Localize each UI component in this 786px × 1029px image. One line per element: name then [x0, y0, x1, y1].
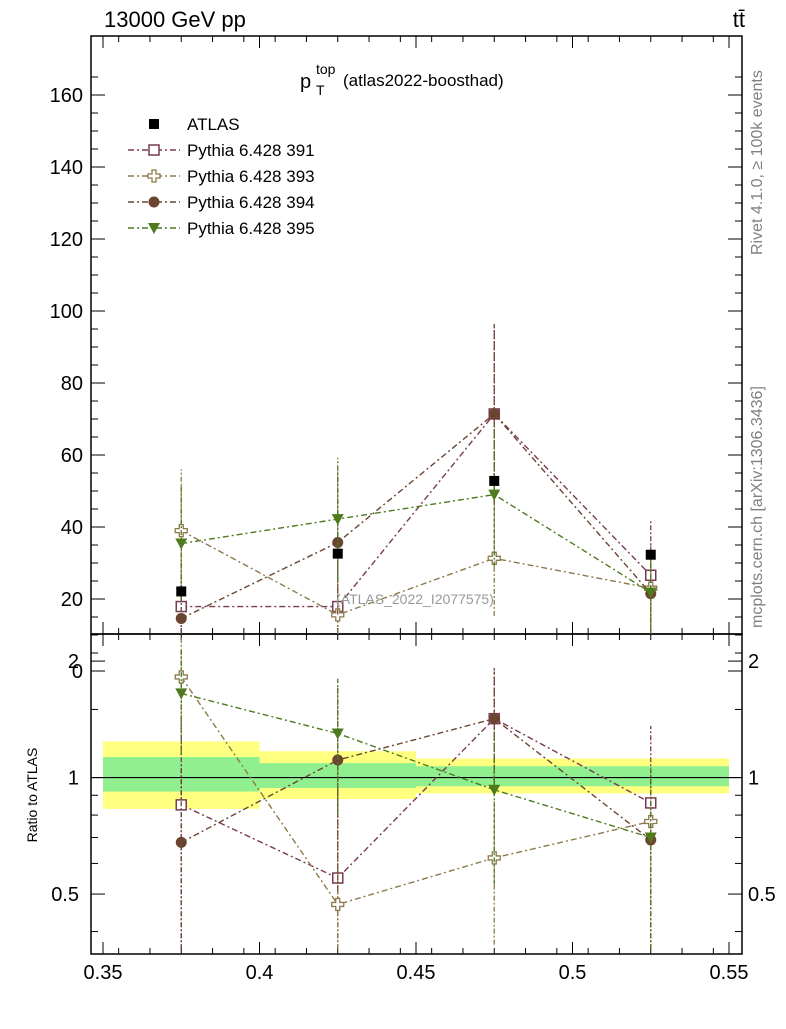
ratio-point	[175, 688, 188, 700]
x-tick-label: 0.5	[559, 962, 587, 984]
series-point	[331, 514, 344, 526]
series-point	[488, 489, 501, 501]
y-tick-label-ratio-left: 1	[68, 768, 79, 790]
y-tick-label-main: 0	[72, 661, 83, 683]
y-tick-label-main: 60	[61, 445, 83, 467]
ratio-ylabel: Ratio to ATLAS	[24, 748, 40, 843]
series-line-0	[181, 412, 652, 608]
x-tick-label: 0.35	[84, 962, 123, 984]
ratio-point	[644, 814, 658, 829]
y-tick-label-main: 20	[61, 589, 83, 611]
x-tick-label: 0.4	[246, 962, 274, 984]
atlas-data-point	[332, 548, 343, 559]
atlas-data-point	[645, 549, 656, 560]
side-rivet: Rivet 4.1.0, ≥ 100k events	[749, 70, 766, 255]
atlas-data-point	[489, 475, 500, 486]
series-point	[175, 538, 188, 550]
ratio-point	[331, 897, 345, 912]
ratio-line-3	[181, 692, 651, 839]
ratio-line-1	[180, 676, 651, 906]
side-mcplots: mcplots.cern.ch [arXiv:1306.3436]	[749, 386, 766, 628]
x-tick-label: 0.55	[710, 962, 749, 984]
legend-marker	[148, 196, 160, 208]
band-1sigma-0	[103, 757, 260, 792]
title-note: (atlas2022-boosthad)	[343, 71, 504, 90]
y-tick-label-ratio-right: 0.5	[748, 884, 776, 906]
ratio-point	[175, 836, 187, 848]
title-p: p	[300, 71, 311, 93]
series-point	[175, 612, 187, 624]
series-line-3	[181, 493, 652, 594]
main-panel-series	[174, 323, 658, 634]
series-line-2	[180, 412, 652, 620]
watermark: (ATLAS_2022_I2077575)	[336, 591, 494, 607]
ratio-point	[644, 832, 657, 844]
y-tick-label-ratio-left: 0.5	[51, 884, 79, 906]
header-left: 13000 GeV pp	[104, 7, 246, 32]
series-point	[331, 608, 345, 622]
x-tick-label: 0.45	[397, 962, 436, 984]
legend-marker	[148, 223, 160, 234]
atlas-data-point	[176, 586, 187, 597]
ratio-point	[488, 713, 500, 725]
legend: ATLAS Pythia 6.428 391 Pythia 6.428 393 Pyt…	[128, 115, 315, 238]
ratio-point	[331, 728, 344, 740]
ratio-point	[488, 784, 501, 796]
header-right: tt̄	[733, 7, 745, 32]
legend-marker	[147, 169, 161, 183]
y-tick-label-ratio-right: 1	[748, 768, 759, 790]
y-tick-label-main: 80	[61, 373, 83, 395]
legend-label: Pythia 6.428 391	[187, 141, 315, 160]
ratio-line-0	[180, 717, 652, 879]
y-tick-label-main: 160	[50, 85, 83, 107]
legend-label: Pythia 6.428 394	[187, 193, 315, 212]
legend-label: Pythia 6.428 395	[187, 219, 315, 238]
plot-title: p top T (atlas2022-boosthad)	[300, 61, 504, 98]
legend-label: ATLAS	[187, 115, 240, 134]
y-tick-label-ratio-right: 2	[748, 651, 759, 673]
legend-marker	[149, 119, 159, 129]
legend-marker	[148, 144, 160, 156]
series-line-1	[180, 529, 651, 616]
y-tick-label-main: 140	[50, 157, 83, 179]
axis-ticks: 0.35 0.4 0.45 0.5 0.55 0 20 40 60 80 100 120 140 160 0…	[50, 36, 776, 984]
series-point	[488, 408, 500, 420]
ratio-line-2	[180, 717, 652, 844]
ratio-panel-series	[174, 636, 658, 950]
series-point	[644, 587, 657, 599]
title-sub: T	[316, 82, 325, 98]
y-tick-label-main: 100	[50, 301, 83, 323]
y-tick-label-main: 40	[61, 517, 83, 539]
y-tick-label-main: 120	[50, 229, 83, 251]
legend-label: Pythia 6.428 393	[187, 167, 315, 186]
y-tick-label-ratio-left: 2	[68, 651, 79, 673]
title-sup: top	[316, 61, 336, 77]
